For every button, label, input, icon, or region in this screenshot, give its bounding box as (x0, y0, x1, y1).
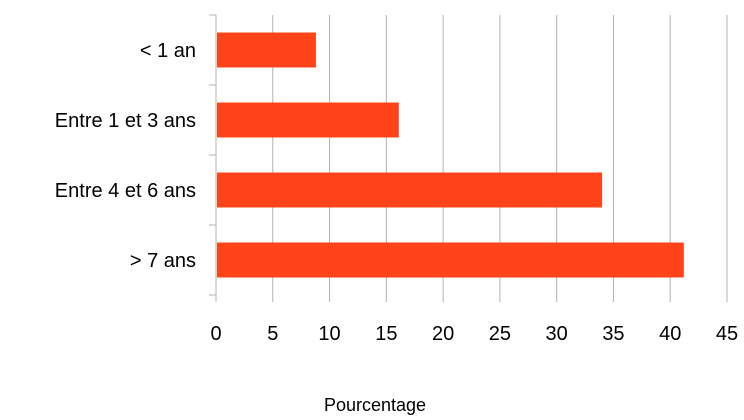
x-tick-labels: 0 5 10 15 20 25 30 35 40 45 (210, 323, 738, 345)
x-tick-label: 45 (716, 323, 738, 345)
gridlines (272, 15, 728, 295)
category-label: < 1 an (140, 40, 196, 62)
x-tick-label: 40 (659, 323, 681, 345)
x-tick-label: 25 (489, 323, 511, 345)
bar (217, 102, 399, 138)
x-tick-label: 35 (602, 323, 624, 345)
bars (217, 32, 684, 278)
x-tick-label: 10 (318, 323, 340, 345)
bar (217, 32, 316, 68)
category-label: Entre 1 et 3 ans (55, 110, 196, 132)
category-labels: < 1 an Entre 1 et 3 ans Entre 4 et 6 ans > … (55, 40, 196, 272)
x-tick-label: 5 (267, 323, 278, 345)
x-axis-title: Pourcentage (324, 395, 426, 415)
x-tick-label: 30 (546, 323, 568, 345)
bar (217, 172, 603, 208)
x-tick-label: 0 (210, 323, 221, 345)
x-tick-label: 20 (432, 323, 454, 345)
axes (209, 14, 728, 302)
bar (217, 242, 684, 278)
category-label: > 7 ans (130, 250, 196, 272)
x-tick-label: 15 (375, 323, 397, 345)
category-label: Entre 4 et 6 ans (55, 180, 196, 202)
